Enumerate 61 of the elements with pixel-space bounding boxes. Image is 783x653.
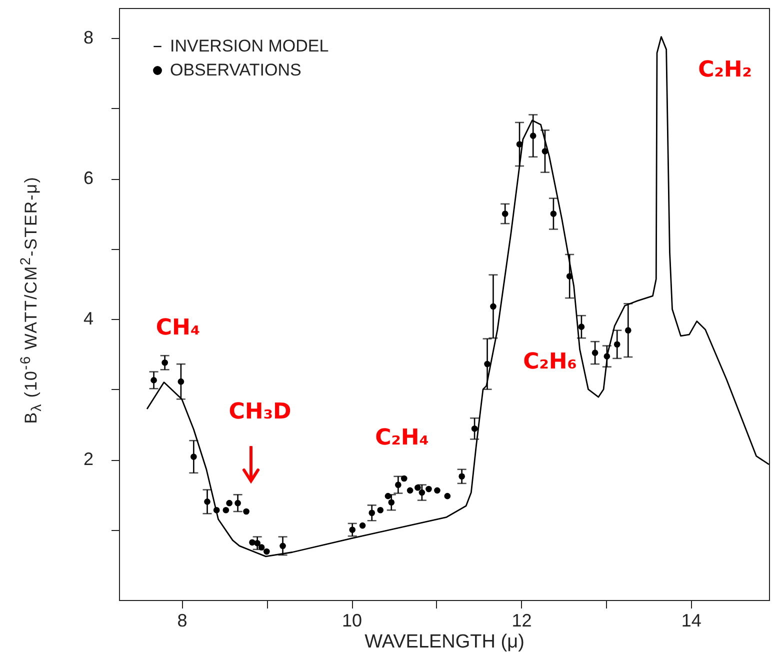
- point: [400, 475, 408, 482]
- point: [377, 506, 384, 514]
- y-tick-label: 2: [83, 449, 94, 470]
- point: [178, 378, 184, 385]
- annotation: C₂H₆: [523, 350, 577, 374]
- point: [226, 500, 232, 506]
- y-tick-label: 6: [83, 168, 94, 188]
- point: [258, 544, 265, 550]
- point: [444, 492, 451, 500]
- point: [566, 273, 573, 280]
- point: [280, 542, 286, 550]
- point: [243, 508, 250, 515]
- annotation: C₂H₂: [698, 58, 752, 82]
- line-series: [146, 36, 770, 558]
- point: [222, 506, 230, 514]
- point: [349, 526, 356, 533]
- point: [578, 324, 585, 330]
- point: [162, 359, 168, 366]
- point: [624, 327, 632, 334]
- x-tick-label: 14: [681, 610, 702, 630]
- point: [213, 506, 220, 514]
- point: [406, 487, 414, 494]
- point: [502, 210, 508, 217]
- point: [592, 350, 598, 356]
- point: [471, 425, 478, 432]
- point: [263, 548, 270, 555]
- point: [542, 148, 548, 154]
- y-tick-label: 4: [83, 308, 94, 329]
- x-tick-label: 10: [342, 610, 362, 630]
- point: [150, 377, 157, 384]
- x-axis-title: WAVELENGTH (μ): [364, 632, 524, 652]
- annotation: CH₄: [156, 316, 200, 340]
- y-tick-label: 8: [83, 28, 94, 48]
- annotation: CH₃D: [228, 400, 292, 424]
- point: [249, 539, 256, 546]
- point: [458, 473, 465, 480]
- point: [418, 489, 426, 496]
- point: [530, 132, 536, 139]
- point: [550, 210, 557, 217]
- point: [384, 492, 392, 500]
- legend-label: INVERSION MODEL: [170, 36, 329, 56]
- legend-label: OBSERVATIONS: [170, 60, 302, 80]
- annotation: C₂H₄: [375, 426, 429, 450]
- point: [395, 482, 402, 488]
- point: [490, 303, 496, 310]
- point: [604, 353, 610, 360]
- point: [254, 540, 260, 546]
- x-tick-label: 12: [512, 610, 532, 630]
- point: [359, 522, 366, 529]
- point: [426, 486, 432, 492]
- point: [614, 341, 620, 348]
- point: [368, 510, 376, 516]
- x-tick-label: 8: [177, 610, 188, 630]
- point: [204, 498, 210, 505]
- point: [434, 487, 440, 494]
- point: [516, 141, 523, 148]
- point: [234, 500, 241, 506]
- point: [190, 454, 197, 460]
- point: [484, 360, 490, 368]
- point: [414, 484, 421, 491]
- point: [388, 499, 395, 506]
